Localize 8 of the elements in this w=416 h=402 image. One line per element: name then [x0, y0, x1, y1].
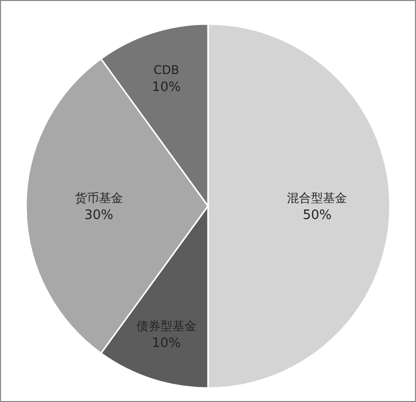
data-label: 10%	[152, 80, 181, 95]
data-label: 50%	[302, 208, 332, 223]
slice-label: CDB	[153, 62, 180, 77]
data-label: 30%	[84, 208, 114, 223]
slice-label: 混合型基金	[287, 191, 348, 205]
data-label: 10%	[152, 336, 181, 352]
slice-label: 货币基金	[74, 191, 123, 205]
slice-label: 债券型基金	[136, 319, 196, 334]
